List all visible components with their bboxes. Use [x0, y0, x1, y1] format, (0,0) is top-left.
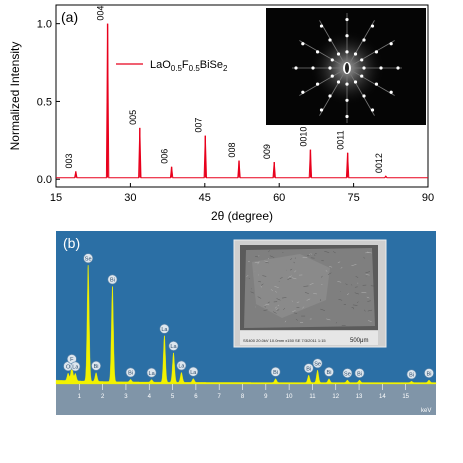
eds-peak-label: Bi	[306, 366, 311, 372]
xrd-peak-label: 0010	[298, 127, 308, 147]
xrd-x-tick-label: 45	[199, 192, 211, 204]
xrd-peak-label: 009	[262, 144, 272, 159]
eds-peak-badge	[125, 367, 136, 378]
xrd-y-tick-label: 0.5	[37, 96, 52, 108]
xrd-x-tick-label: 15	[50, 192, 62, 204]
xrd-peak-label: 008	[227, 143, 237, 158]
eds-peak-label: La	[190, 370, 197, 376]
eds-peak-badge	[406, 369, 417, 380]
eds-x-tick-label: 6	[194, 394, 198, 400]
eds-peak-badge	[188, 366, 199, 377]
eds-peak-badge	[168, 341, 179, 351]
eds-x-tick-label: 11	[309, 394, 316, 400]
xrd-x-tick-label: 60	[273, 192, 285, 204]
xrd-peak-label: 003	[64, 153, 74, 168]
xrd-peak-label: 004	[96, 6, 106, 21]
eds-peak-label: Bi	[357, 371, 362, 377]
eds-x-tick-label: 12	[332, 394, 339, 400]
eds-x-tick-label: 3	[124, 394, 128, 400]
eds-x-tick-label: 5	[171, 394, 175, 400]
eds-peak-label: La	[161, 327, 168, 333]
eds-axis-band	[56, 384, 436, 415]
eds-peak-label: Bi	[110, 278, 115, 284]
xrd-peak-label: 0012	[374, 153, 384, 173]
eds-panel-label: (b)	[63, 235, 80, 251]
eds-peak-label: Bi	[128, 371, 133, 377]
eds-peak-badge	[424, 368, 434, 378]
eds-x-tick-label: 2	[101, 394, 105, 400]
eds-peak-badge	[354, 368, 365, 378]
xrd-x-axis-label: 2θ (degree)	[211, 209, 273, 223]
eds-peak-badge	[91, 360, 101, 371]
eds-peak-label: Bi	[409, 373, 414, 379]
xrd-y-axis-label: Normalized Intensity	[8, 42, 22, 151]
eds-peak-badge	[159, 323, 170, 334]
xrd-y-tick-label: 1.0	[37, 19, 52, 31]
eds-x-tick-label: 4	[148, 394, 152, 400]
eds-x-tick-label: 8	[241, 394, 245, 400]
eds-peak-label: Bi	[327, 370, 332, 376]
eds-peak-label: La	[170, 344, 177, 350]
eds-peak-badge	[303, 363, 314, 374]
eds-peak-label: Bi	[94, 364, 99, 370]
eds-x-tick-label: 13	[356, 394, 363, 400]
eds-peak-label: La	[149, 371, 156, 377]
eds-peak-badge	[312, 358, 323, 369]
xrd-legend-label: LaO0.5F0.5BiSe2	[150, 59, 228, 73]
eds-panel: (b) SS400 20.0kV 10.0mm x150 SE 7/3/2011…	[55, 231, 437, 415]
xrd-x-tick-label: 75	[347, 192, 359, 204]
xrd-x-tick-label: 30	[124, 192, 136, 204]
sem-scale-label: 500μm	[350, 338, 368, 344]
xrd-panel: (a) LaO0.5F0.5BiSe2 15 30 45 60 75 90 0.0 0.5 1.…	[8, 4, 434, 223]
eds-peak-badge	[176, 360, 187, 371]
eds-x-tick-label: 1	[78, 394, 82, 400]
xrd-peak-label: 006	[160, 149, 170, 164]
xrd-panel-label: (a)	[61, 9, 78, 25]
eds-x-tick-label: 7	[218, 394, 222, 400]
eds-peak-label: La	[72, 365, 79, 371]
eds-peak-label: O	[66, 364, 71, 370]
eds-peak-badge	[146, 367, 157, 378]
eds-peak-label: Se	[314, 362, 321, 368]
eds-x-tick-label: 14	[379, 394, 386, 400]
eds-peak-label: Se	[344, 371, 351, 377]
eds-peak-label: La	[178, 364, 185, 370]
eds-peak-badge	[70, 361, 81, 372]
xrd-peak-label: 007	[193, 118, 203, 133]
xrd-peak-label: 0011	[336, 130, 346, 149]
saed-diffraction-inset	[266, 8, 426, 125]
eds-peak-badge	[107, 274, 118, 285]
sem-image-inset: SS400 20.0kV 10.0mm x150 SE 7/3/2011 1:1…	[233, 239, 387, 348]
eds-peak-badge	[342, 368, 353, 378]
eds-peak-label: Bi	[427, 371, 432, 377]
xrd-marks: 15 30 45 60 75 90 0.0 0.5 1.0 003 004 005 006 007 008 0…	[37, 6, 434, 204]
eds-x-tick-label: 10	[286, 394, 293, 400]
sem-caption: SS400 20.0kV 10.0mm x150 SE 7/3/2011 1:1…	[243, 338, 326, 343]
eds-peak-label: F	[70, 357, 74, 363]
xrd-y-tick-label: 0.0	[37, 174, 52, 186]
eds-peak-badge	[324, 366, 334, 377]
eds-peak-label: Se	[85, 256, 92, 262]
eds-x-tick-label: 9	[264, 394, 268, 400]
eds-peak-badge	[270, 366, 281, 377]
eds-peak-badge	[83, 253, 94, 264]
xrd-peak-label: 005	[128, 110, 138, 125]
eds-x-unit: keV	[421, 408, 431, 414]
eds-peak-label: Bi	[273, 370, 278, 376]
xrd-x-tick-label: 90	[422, 192, 434, 204]
eds-x-tick-label: 15	[402, 394, 409, 400]
eds-spectrum-area	[55, 265, 437, 385]
